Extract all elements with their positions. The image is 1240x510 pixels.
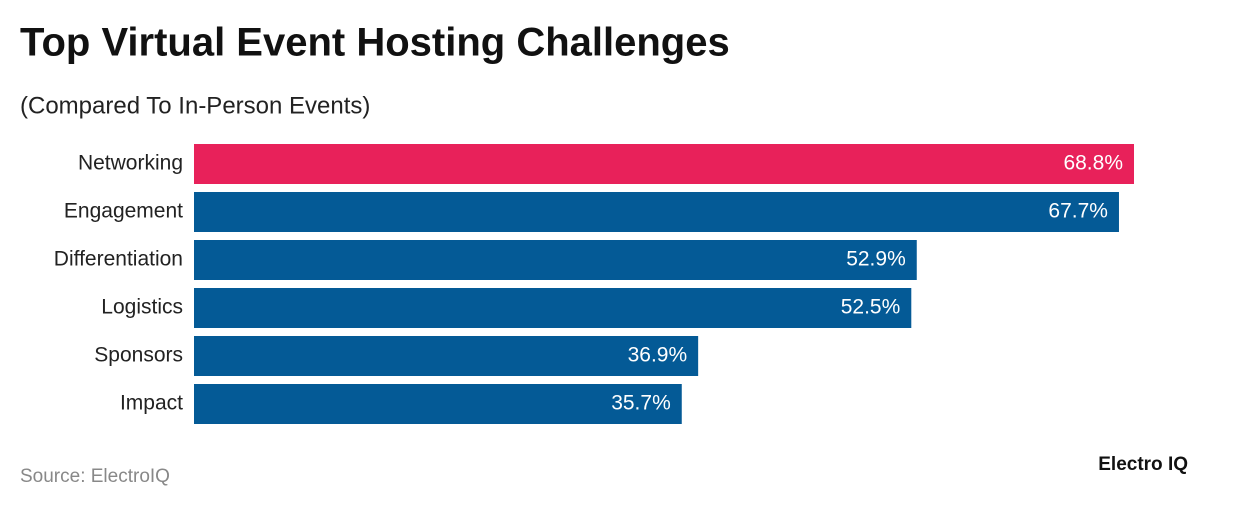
bar xyxy=(194,336,699,376)
bar xyxy=(194,240,917,280)
chart-title: Top Virtual Event Hosting Challenges xyxy=(20,21,730,65)
category-label: Sponsors xyxy=(94,344,183,367)
value-label: 35.7% xyxy=(611,392,671,415)
value-label: 52.5% xyxy=(841,296,901,319)
bar xyxy=(194,384,682,424)
category-label: Logistics xyxy=(101,296,183,319)
source: Source: ElectroIQ xyxy=(20,466,170,487)
category-label: Differentiation xyxy=(54,248,183,271)
value-label: 52.9% xyxy=(846,248,906,271)
bar xyxy=(194,288,912,328)
brand-logo: Electro IQ xyxy=(1098,454,1188,475)
bar xyxy=(194,192,1119,232)
value-label: 67.7% xyxy=(1048,200,1108,223)
bar xyxy=(194,144,1134,184)
chart-subtitle: (Compared To In-Person Events) xyxy=(20,92,370,119)
category-label: Engagement xyxy=(64,200,183,223)
category-label: Networking xyxy=(78,152,183,175)
category-label: Impact xyxy=(120,392,183,415)
value-label: 36.9% xyxy=(628,344,688,367)
value-label: 68.8% xyxy=(1063,152,1123,175)
